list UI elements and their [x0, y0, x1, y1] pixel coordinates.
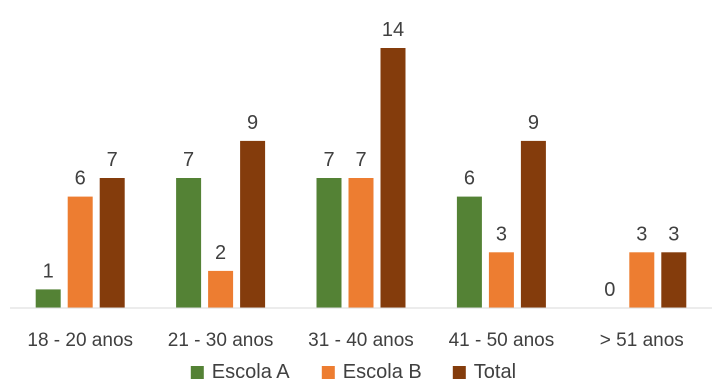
bar-escola-a-31-40-anos — [316, 178, 342, 308]
category-label-41-50-anos: 41 - 50 anos — [449, 330, 555, 351]
legend-label-total: Total — [474, 361, 516, 383]
legend-swatch-total — [452, 366, 466, 379]
category-label-51-anos: > 51 anos — [600, 330, 684, 351]
data-label-escola-a-31-40-anos: 7 — [323, 149, 334, 171]
legend-swatch-escola-b — [321, 366, 335, 379]
bar-escola-b-21-30-anos — [208, 270, 234, 308]
data-label-escola-b-31-40-anos: 7 — [355, 149, 366, 171]
bar-total-31-40-anos — [380, 48, 406, 308]
data-label-escola-a-18-20-anos: 1 — [43, 260, 54, 282]
bar-escola-b-31-40-anos — [348, 178, 374, 308]
data-label-total-51-anos: 3 — [668, 223, 679, 245]
legend-item-escola-b: Escola B — [321, 361, 422, 383]
category-label-31-40-anos: 31 - 40 anos — [308, 330, 414, 351]
category-label-21-30-anos: 21 - 30 anos — [168, 330, 274, 351]
data-label-escola-b-51-anos: 3 — [636, 223, 647, 245]
data-label-escola-a-41-50-anos: 6 — [464, 168, 475, 190]
data-label-escola-a-51-anos: 0 — [604, 279, 615, 301]
bar-escola-b-41-50-anos — [488, 252, 514, 308]
bars-layer — [35, 48, 687, 308]
legend-item-total: Total — [452, 361, 516, 383]
legend-label-escola-a: Escola A — [212, 361, 290, 383]
data-label-total-41-50-anos: 9 — [528, 112, 539, 134]
data-label-total-18-20-anos: 7 — [107, 149, 118, 171]
bar-escola-a-18-20-anos — [35, 289, 61, 308]
legend: Escola A Escola B Total — [190, 361, 516, 383]
data-label-total-31-40-anos: 14 — [382, 19, 404, 41]
data-label-escola-b-21-30-anos: 2 — [215, 242, 226, 264]
bar-total-51-anos — [661, 252, 687, 308]
bar-escola-b-51-anos — [629, 252, 655, 308]
bar-total-41-50-anos — [520, 140, 546, 308]
data-label-escola-b-18-20-anos: 6 — [75, 168, 86, 190]
data-label-escola-a-21-30-anos: 7 — [183, 149, 194, 171]
category-labels-layer: 18 - 20 anos 21 - 30 anos 31 - 40 anos 41 -… — [27, 330, 683, 351]
legend-label-escola-b: Escola B — [343, 361, 422, 383]
legend-swatch-escola-a — [190, 366, 204, 379]
legend-item-escola-a: Escola A — [190, 361, 290, 383]
bar-total-18-20-anos — [99, 178, 125, 308]
data-label-escola-b-41-50-anos: 3 — [496, 223, 507, 245]
bar-escola-a-41-50-anos — [456, 196, 482, 308]
data-label-total-21-30-anos: 9 — [247, 112, 258, 134]
bar-escola-a-21-30-anos — [176, 178, 202, 308]
category-label-18-20-anos: 18 - 20 anos — [27, 330, 133, 351]
bar-total-21-30-anos — [240, 140, 266, 308]
bar-escola-b-18-20-anos — [67, 196, 93, 308]
